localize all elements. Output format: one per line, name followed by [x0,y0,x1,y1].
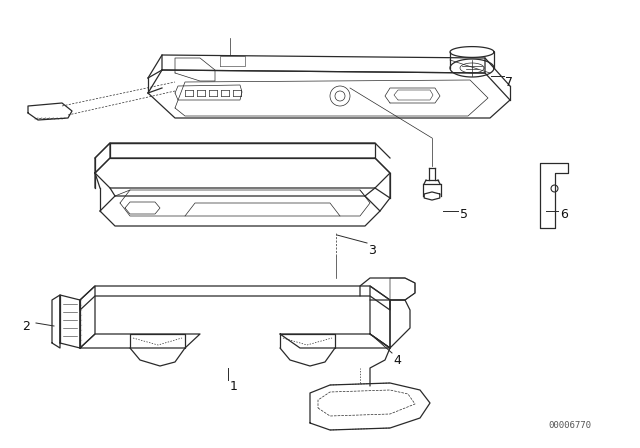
Text: 00006770: 00006770 [548,421,591,430]
Text: 4: 4 [393,353,401,366]
Text: 1: 1 [230,379,238,392]
Text: 2: 2 [22,319,30,332]
Text: 3: 3 [368,244,376,257]
Text: 6: 6 [560,207,568,220]
Text: 5: 5 [460,207,468,220]
Text: 7: 7 [505,76,513,89]
